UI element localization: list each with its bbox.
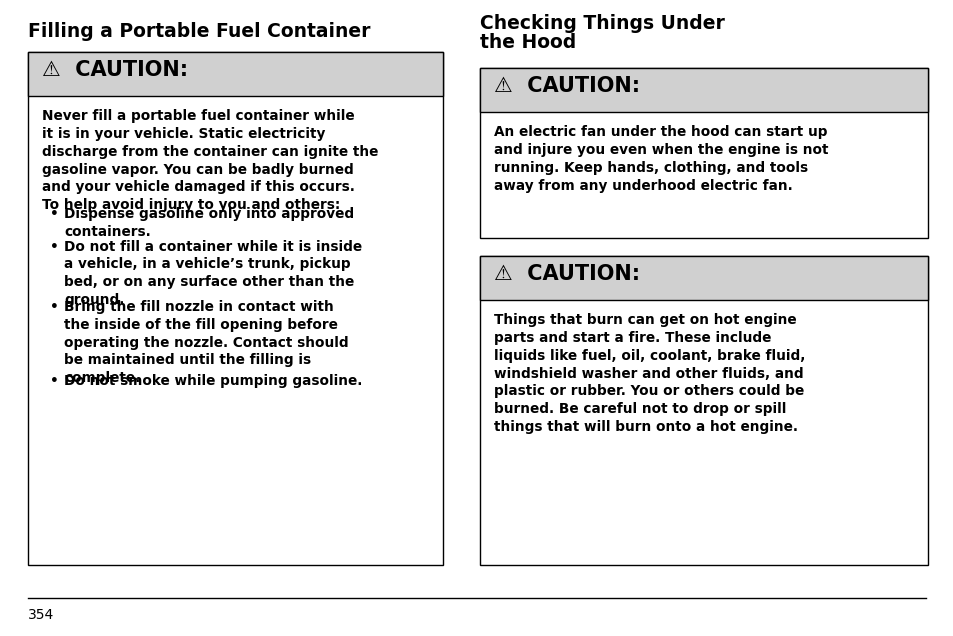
Bar (479, 256, 927, 300)
Text: ⚠  CAUTION:: ⚠ CAUTION: (494, 264, 639, 284)
Bar (479, 68, 927, 238)
Text: ⚠  CAUTION:: ⚠ CAUTION: (42, 60, 188, 80)
Text: Dispense gasoline only into approved
containers.: Dispense gasoline only into approved con… (64, 207, 354, 239)
Bar (28, 52, 442, 565)
Text: Things that burn can get on hot engine
parts and start a fire. These include
liq: Things that burn can get on hot engine p… (494, 313, 804, 434)
Bar (479, 256, 927, 565)
Bar (28, 52, 442, 96)
Text: Checking Things Under: Checking Things Under (479, 14, 724, 33)
Text: •: • (50, 240, 59, 254)
Text: Do not smoke while pumping gasoline.: Do not smoke while pumping gasoline. (64, 374, 362, 388)
Text: Filling a Portable Fuel Container: Filling a Portable Fuel Container (28, 22, 370, 41)
Text: Bring the fill nozzle in contact with
the inside of the fill opening before
oper: Bring the fill nozzle in contact with th… (64, 300, 348, 385)
Text: Never fill a portable fuel container while
it is in your vehicle. Static electri: Never fill a portable fuel container whi… (42, 109, 378, 212)
Text: Do not fill a container while it is inside
a vehicle, in a vehicle’s trunk, pick: Do not fill a container while it is insi… (64, 240, 362, 307)
Text: An electric fan under the hood can start up
and injure you even when the engine : An electric fan under the hood can start… (494, 125, 827, 193)
Text: ⚠  CAUTION:: ⚠ CAUTION: (494, 76, 639, 96)
Text: 354: 354 (28, 608, 54, 622)
Text: •: • (50, 207, 59, 221)
Text: the Hood: the Hood (479, 33, 576, 52)
Bar (479, 68, 927, 112)
Text: •: • (50, 374, 59, 388)
Text: •: • (50, 300, 59, 314)
